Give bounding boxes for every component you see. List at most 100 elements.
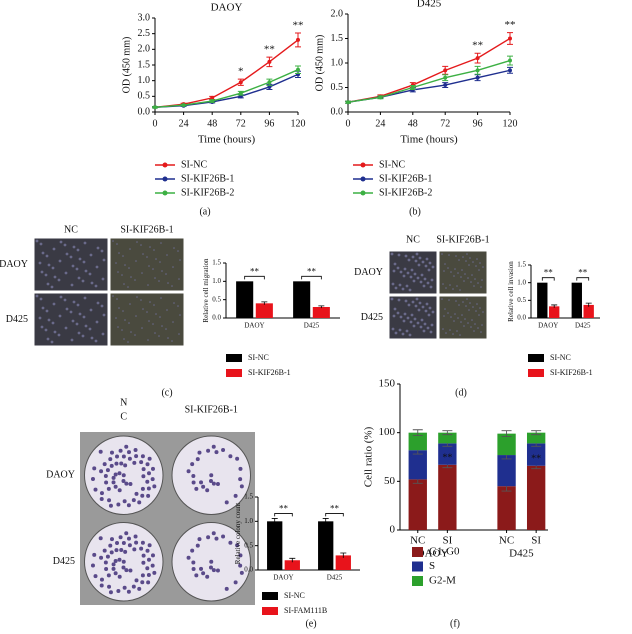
cell-dot xyxy=(402,319,406,323)
cell-dot xyxy=(462,301,464,303)
cell-dot xyxy=(449,284,451,286)
legend-marker xyxy=(360,190,366,196)
cell-dot xyxy=(96,301,100,305)
point xyxy=(410,85,415,90)
point xyxy=(153,105,157,110)
cell-dot xyxy=(444,263,446,265)
colony xyxy=(117,471,122,476)
cell-dot xyxy=(171,340,173,342)
x-tick-label: SI xyxy=(442,535,452,547)
cell-dot xyxy=(141,272,143,274)
legend-label: SI-KIF26B-1 xyxy=(379,173,432,184)
point xyxy=(443,68,448,73)
colony xyxy=(209,559,214,564)
point xyxy=(296,67,300,72)
cell-dot xyxy=(392,314,396,318)
cell-dot xyxy=(167,337,169,339)
cell-dot xyxy=(449,329,451,331)
cell-dot xyxy=(458,259,460,261)
bar xyxy=(255,303,273,318)
bar xyxy=(293,281,311,318)
point xyxy=(508,58,512,63)
cell-dot xyxy=(445,287,447,289)
colony xyxy=(111,562,116,567)
colony xyxy=(140,573,145,578)
x-tick-label: DAOY xyxy=(273,574,293,582)
cell-dot xyxy=(431,265,435,269)
colony xyxy=(113,484,118,489)
cell-dot xyxy=(430,323,434,327)
colony xyxy=(139,460,144,465)
cell-dot xyxy=(390,297,394,301)
point xyxy=(210,99,215,104)
colony xyxy=(195,457,200,462)
colony xyxy=(150,553,155,558)
cell-dot xyxy=(82,315,86,319)
cell-dot xyxy=(159,261,161,263)
colony xyxy=(118,448,123,453)
cell-dot xyxy=(476,258,478,260)
x-tick-label: 24 xyxy=(179,118,189,129)
cell-dot xyxy=(38,261,42,265)
y-tick-label: 0.0 xyxy=(212,314,221,322)
colony xyxy=(121,473,126,478)
legend-label: SI-FAM111B xyxy=(284,606,327,615)
point xyxy=(267,84,272,89)
cell-dot xyxy=(69,255,73,259)
cell-dot xyxy=(411,255,415,259)
colony xyxy=(113,472,118,477)
colony xyxy=(133,534,138,539)
colony xyxy=(190,462,195,467)
legend-marker xyxy=(162,162,168,168)
cell-dot xyxy=(147,339,149,341)
cell-dot xyxy=(408,333,412,337)
cell-dot xyxy=(482,266,484,268)
bar-segment xyxy=(408,479,427,530)
y-tick-label: 1.0 xyxy=(517,278,526,286)
colony xyxy=(140,493,145,498)
legend-swatch xyxy=(528,354,544,362)
cell-dot xyxy=(399,315,403,319)
x-tick-label: DAOY xyxy=(244,322,264,330)
x-tick-label: D425 xyxy=(304,322,320,330)
colony xyxy=(208,565,213,570)
colony xyxy=(99,577,104,582)
cell-dot xyxy=(95,265,99,269)
colony xyxy=(121,565,126,570)
cell-dot xyxy=(117,271,119,273)
colony xyxy=(103,560,108,565)
cell-dot xyxy=(136,241,138,243)
colony xyxy=(214,450,219,455)
cell-dot xyxy=(458,304,460,306)
cell-dot xyxy=(57,278,61,282)
cell-dot xyxy=(468,309,470,311)
cell-dot xyxy=(123,338,125,340)
cell-dot xyxy=(112,240,114,242)
cell-dot xyxy=(102,313,106,317)
y-tick-label: 0.0 xyxy=(517,314,526,322)
cell-dot xyxy=(401,332,405,336)
cell-dot xyxy=(45,254,49,258)
colony xyxy=(145,462,150,467)
cell-dot xyxy=(121,329,123,331)
image-row-label: D425 xyxy=(53,556,75,567)
bar-segment xyxy=(438,443,457,465)
x-tick-label: 96 xyxy=(264,118,274,129)
cell-dot xyxy=(448,299,450,301)
x-tick-label: 72 xyxy=(440,118,450,129)
cell-dot xyxy=(112,295,114,297)
cell-dot xyxy=(416,321,420,325)
y-tick-label: 1.5 xyxy=(331,33,344,44)
cell-dot xyxy=(405,284,409,288)
colony xyxy=(152,484,157,489)
cell-dot xyxy=(47,318,51,322)
cell-dot xyxy=(57,333,61,337)
cell-dot xyxy=(134,279,136,281)
colony xyxy=(106,573,111,578)
colony xyxy=(121,559,126,564)
cell-dot xyxy=(154,277,156,279)
y-tick-label: 1.0 xyxy=(138,75,151,86)
colony xyxy=(146,580,151,585)
legend-label: G2-M xyxy=(429,575,456,587)
cell-dot xyxy=(136,296,138,298)
